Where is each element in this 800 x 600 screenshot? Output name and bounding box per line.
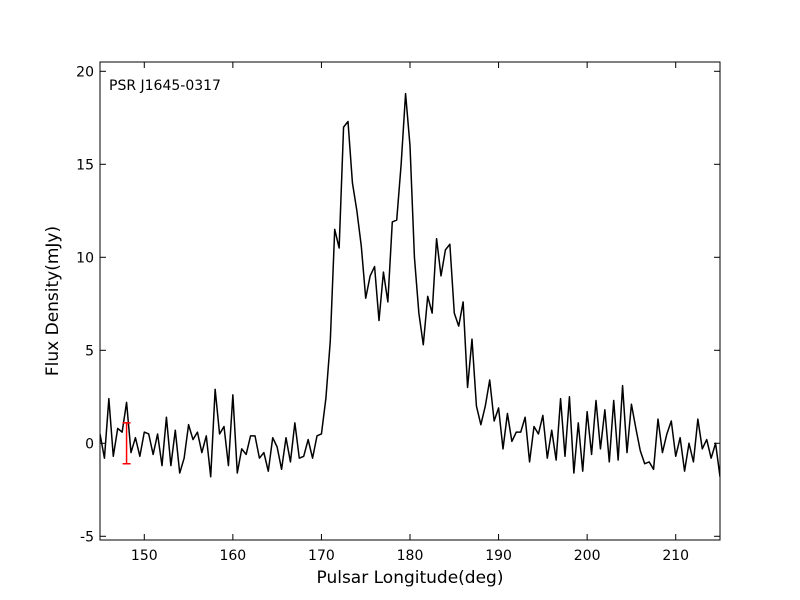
annotation: PSR J1645-0317 (109, 78, 221, 94)
y-tick-label: 5 (85, 343, 94, 359)
y-tick-label: 20 (76, 64, 94, 80)
x-tick-label: 200 (574, 548, 601, 564)
y-tick-label: 0 (85, 436, 94, 452)
y-tick-label: 10 (76, 250, 94, 266)
x-tick-label: 180 (397, 548, 424, 564)
x-tick-label: 150 (131, 548, 158, 564)
y-tick-label: 15 (76, 157, 94, 173)
x-tick-label: 190 (485, 548, 512, 564)
data-line (100, 92, 720, 478)
x-tick-label: 170 (308, 548, 335, 564)
plot-frame (99, 61, 721, 541)
x-axis-label: Pulsar Longitude(deg) (317, 568, 504, 588)
y-tick-label: -5 (80, 529, 94, 545)
x-tick-label: 210 (662, 548, 689, 564)
y-axis-label: Flux Density(mJy) (43, 226, 63, 376)
x-tick-label: 160 (219, 548, 246, 564)
